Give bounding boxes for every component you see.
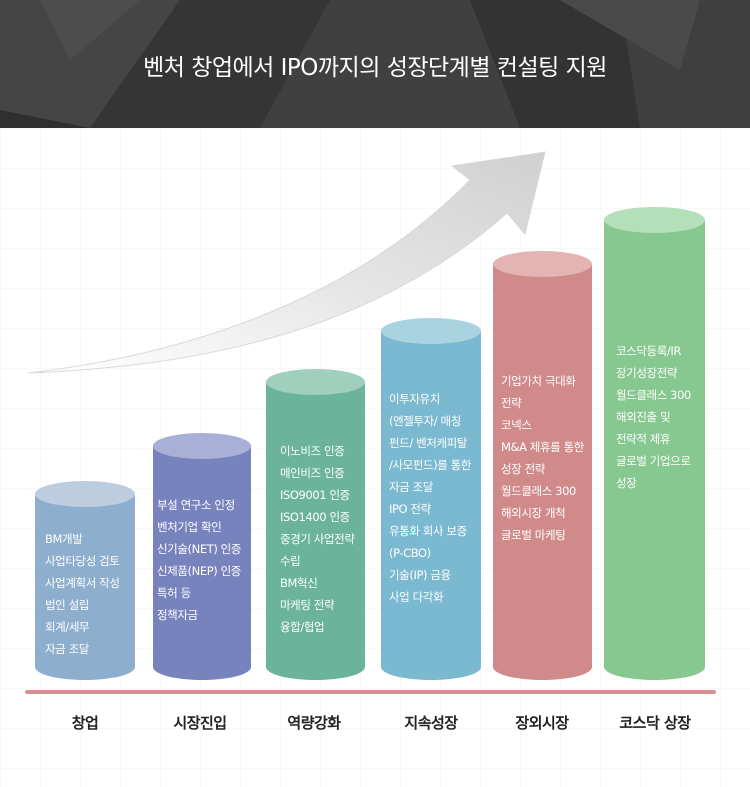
cylinder-body xyxy=(381,331,481,667)
cylinder-bottom xyxy=(153,654,251,680)
cylinder-bottom xyxy=(35,654,135,680)
stage-item: 이투자유치 xyxy=(389,392,440,406)
cylinder-top xyxy=(153,433,251,459)
stage-item: 해외진출 및 xyxy=(616,410,671,424)
stage-item: (엔젤투자/ 매칭 xyxy=(389,414,461,428)
stage-item: 이노비즈 인증 xyxy=(280,444,345,458)
stage-item: ISO1400 인증 xyxy=(280,510,350,524)
stage-item: (P-CBO) xyxy=(389,546,431,560)
stage-item: 벤처기업 확인 xyxy=(157,520,222,534)
stage-item: 글로벌 기업으로 xyxy=(616,454,691,468)
cylinder-body xyxy=(493,264,592,667)
stage-item: 월드클래스 300 xyxy=(616,388,691,402)
stage-item: 코넥스 xyxy=(501,418,532,432)
stage-item: 마케팅 전략 xyxy=(280,598,335,612)
stage-item: 글로벌 마케팅 xyxy=(501,528,566,542)
page-title: 벤처 창업에서 IPO까지의 성장단계별 컨설팅 지원 xyxy=(143,55,607,81)
stage-item: 코스닥등록/IR xyxy=(616,344,681,358)
stage-item: 유통화 회사 보증 xyxy=(389,524,467,538)
stage-item: 펀드/ 벤처캐피탈 xyxy=(389,436,467,450)
stage-item: 융합/협업 xyxy=(280,620,325,634)
title-banner: 벤처 창업에서 IPO까지의 성장단계별 컨설팅 지원 xyxy=(0,0,750,128)
stage-item: 기업가치 극대화 xyxy=(501,374,576,388)
stage-item: 사업타당성 검토 xyxy=(45,554,120,568)
stage-item: 장기성장전략 xyxy=(616,366,678,380)
cylinder-top xyxy=(604,207,705,233)
cylinder-body xyxy=(266,382,365,667)
stage-label-growth: 지속성장 xyxy=(404,714,458,732)
stage-item: 회계/세무 xyxy=(45,620,90,634)
stage-item: ISO9001 인증 xyxy=(280,488,350,502)
stage-item: 법인 설립 xyxy=(45,598,89,612)
stage-item: BM혁신 xyxy=(280,576,318,590)
cylinder-bottom xyxy=(381,654,481,680)
cylinder-bottom xyxy=(604,654,705,680)
stage-item: 신기술(NET) 인증 xyxy=(157,542,242,556)
stage-item: 전략적 제휴 xyxy=(616,432,671,446)
cylinder-top xyxy=(35,481,135,507)
stage-item: IPO 전략 xyxy=(389,502,431,516)
stage-item: 자금 조달 xyxy=(45,642,89,656)
growth-arrow xyxy=(27,151,546,374)
stage-item: 수립 xyxy=(280,554,301,568)
banner-pattern xyxy=(0,0,750,128)
cylinder-body xyxy=(35,494,135,667)
stage-item: 해외시장 개척 xyxy=(501,506,566,520)
stage-item: 사업 다각화 xyxy=(389,590,444,604)
baseline-bar xyxy=(25,690,716,694)
stage-item: 중경기 사업전략 xyxy=(280,532,355,546)
stage-item: 부설 연구소 인정 xyxy=(157,498,235,512)
stage-item: 특허 등 xyxy=(157,586,191,600)
stage-item: 자금 조달 xyxy=(389,480,433,494)
stage-item: 기술(IP) 금융 xyxy=(389,568,451,582)
cylinder-top xyxy=(381,318,481,344)
stage-item: 사업계획서 작성 xyxy=(45,576,120,590)
cylinder-bottom xyxy=(266,654,365,680)
cylinder-bottom xyxy=(493,654,592,680)
stage-label-kosdaq: 코스닥 상장 xyxy=(619,714,691,732)
stage-label-market-entry: 시장진입 xyxy=(173,714,227,732)
stage-item: 정책자금 xyxy=(157,608,198,622)
stage-item: 성장 전략 xyxy=(501,462,545,476)
stage-item: M&A 제휴를 통한 xyxy=(501,440,584,454)
stage-label-startup: 창업 xyxy=(71,714,99,732)
stage-item: 전략 xyxy=(501,396,522,410)
stage-label-otc-market: 장외시장 xyxy=(515,714,569,732)
stage-item: 월드클래스 300 xyxy=(501,484,576,498)
stage-item: BM개발 xyxy=(45,532,83,546)
cylinder-body xyxy=(604,220,705,667)
stage-label-capability: 역량강화 xyxy=(287,714,341,732)
stage-item: /사모펀드)를 통한 xyxy=(389,458,472,472)
cylinder-body xyxy=(153,446,251,667)
cylinder-top xyxy=(266,369,365,395)
stage-item: 신제품(NEP) 인증 xyxy=(157,564,241,578)
cylinder-top xyxy=(493,251,592,277)
stage-item: 메인비즈 인증 xyxy=(280,466,345,480)
stage-item: 성장 xyxy=(616,476,637,490)
